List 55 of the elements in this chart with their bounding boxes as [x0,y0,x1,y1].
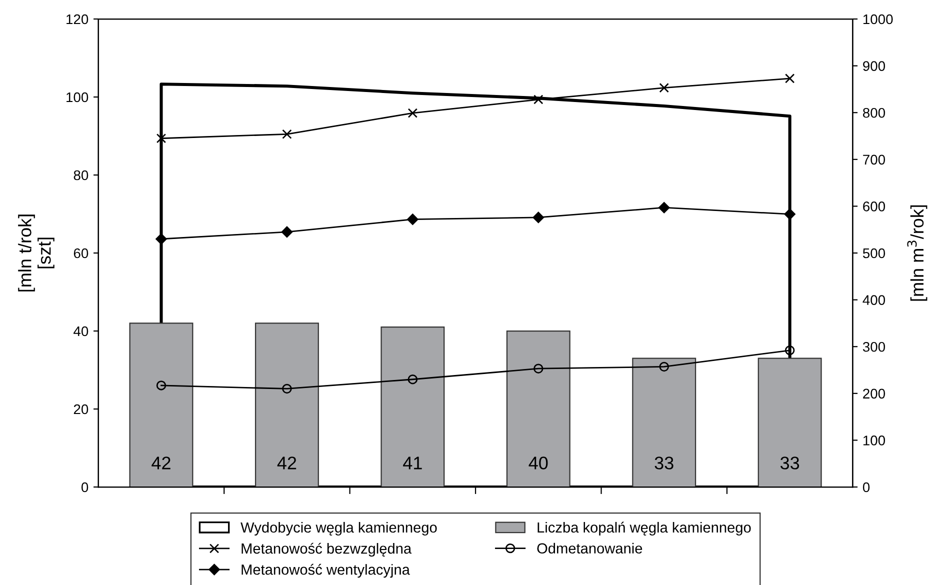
point [659,82,669,93]
y2-tick-label: 800 [862,108,886,118]
point [156,380,166,390]
y2-tick-label: 600 [863,202,886,212]
y-tick-label: 40 [74,326,88,336]
legend-label: Wydobycie węgla kamiennego [240,522,437,536]
legend-label: Metanowość wentylacyjna [242,564,410,578]
point [784,74,795,84]
y2-tick-label: 300 [862,342,886,352]
legend-label: Odmetanowanie [537,542,642,554]
y2-tick-label: 700 [863,154,886,165]
y2-tick-label: 100 [863,436,886,446]
y2-tick-label: 200 [863,388,886,399]
point [281,226,293,238]
bar [380,326,445,488]
y2-tick-label: 500 [862,248,886,258]
point [658,202,670,214]
data-label: 42 [277,456,296,470]
y-tick-label: 60 [74,248,88,258]
y2-tick-label: 1000 [863,14,893,24]
bar [758,358,822,488]
point [156,233,167,245]
y-tick-label: 120 [66,14,88,24]
point [407,214,418,225]
bar [632,358,696,488]
legend-label: Metanowość bezwzględna [242,542,412,557]
point [408,374,418,384]
y-tick-label: 80 [74,170,88,180]
y2-tick-label: 900 [863,61,886,71]
y-tick-label: 0 [81,482,88,492]
point [156,133,166,144]
data-label: 42 [152,456,170,470]
y2-tick-label: 400 [862,295,886,305]
point [532,212,544,224]
data-label: 40 [528,456,548,470]
legend-label: Liczba kopalń węgla kamiennego [538,522,751,536]
y2-tick-label: 0 [862,482,870,492]
point [408,108,418,118]
point [534,364,544,374]
point [659,362,669,372]
point [282,129,292,139]
bar [129,322,194,488]
point [784,208,796,220]
point [534,94,544,104]
point [282,384,292,394]
data-label: 33 [780,456,800,470]
data-label: 33 [654,456,674,470]
data-label: 41 [403,456,422,470]
bar [254,322,319,488]
y-tick-label: 20 [74,404,88,414]
y-tick-label: 100 [66,92,88,102]
y-axis-title: [mln t/rok] [szt] [18,214,54,292]
y2-axis-title: [mln m$^{3}$/rok] [907,205,928,301]
bar [506,330,570,488]
point [784,345,795,356]
